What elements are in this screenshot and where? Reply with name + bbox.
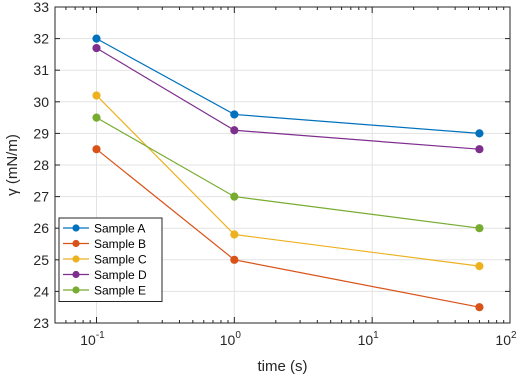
data-point [230, 230, 239, 239]
legend-swatch-marker [72, 255, 80, 263]
legend-swatch-marker [72, 239, 80, 248]
data-point [475, 224, 484, 233]
series-sample-e [92, 113, 484, 233]
legend-item: Sample E [63, 284, 146, 298]
legend-label: Sample D [94, 268, 147, 282]
legend-swatch-marker [72, 270, 80, 279]
y-tick-label: 24 [33, 283, 49, 299]
y-tick-label: 31 [33, 62, 49, 78]
data-point [475, 303, 484, 312]
data-point [230, 110, 239, 119]
data-series [92, 34, 484, 312]
y-tick-label: 23 [33, 315, 49, 331]
y-tick-label: 27 [33, 189, 49, 205]
legend-label: Sample E [94, 284, 146, 298]
data-point [92, 113, 101, 122]
x-axis-label: time (s) [258, 358, 308, 375]
data-point [230, 126, 239, 135]
legend-label: Sample A [94, 222, 145, 236]
data-point [475, 262, 484, 271]
series-sample-b [92, 145, 484, 312]
data-point [92, 145, 101, 154]
y-tick-label: 32 [33, 31, 49, 47]
legend-label: Sample B [94, 237, 146, 251]
y-axis-label: γ (mN/m) [4, 134, 21, 196]
series-sample-c [92, 91, 484, 271]
series-sample-a [92, 34, 484, 138]
data-point [92, 43, 101, 53]
data-point [230, 192, 239, 201]
legend-item: Sample A [63, 222, 145, 236]
y-tick-label: 26 [33, 220, 49, 236]
y-tick-label: 28 [33, 157, 49, 173]
data-point [475, 145, 484, 154]
data-point [475, 129, 484, 138]
legend-item: Sample B [63, 237, 146, 251]
y-tick-label: 25 [33, 252, 49, 268]
legend-item: Sample C [63, 253, 147, 267]
y-tick-label: 30 [33, 94, 49, 110]
series-sample-d [92, 43, 484, 154]
legend-item: Sample D [63, 268, 147, 282]
legend-swatch-marker [72, 224, 80, 232]
legend-swatch-marker [72, 286, 80, 294]
data-point [230, 255, 239, 264]
data-point [92, 91, 101, 100]
y-tick-label: 29 [33, 125, 49, 141]
data-point [92, 34, 101, 43]
y-tick-label: 33 [33, 0, 49, 15]
legend-label: Sample C [94, 253, 147, 267]
